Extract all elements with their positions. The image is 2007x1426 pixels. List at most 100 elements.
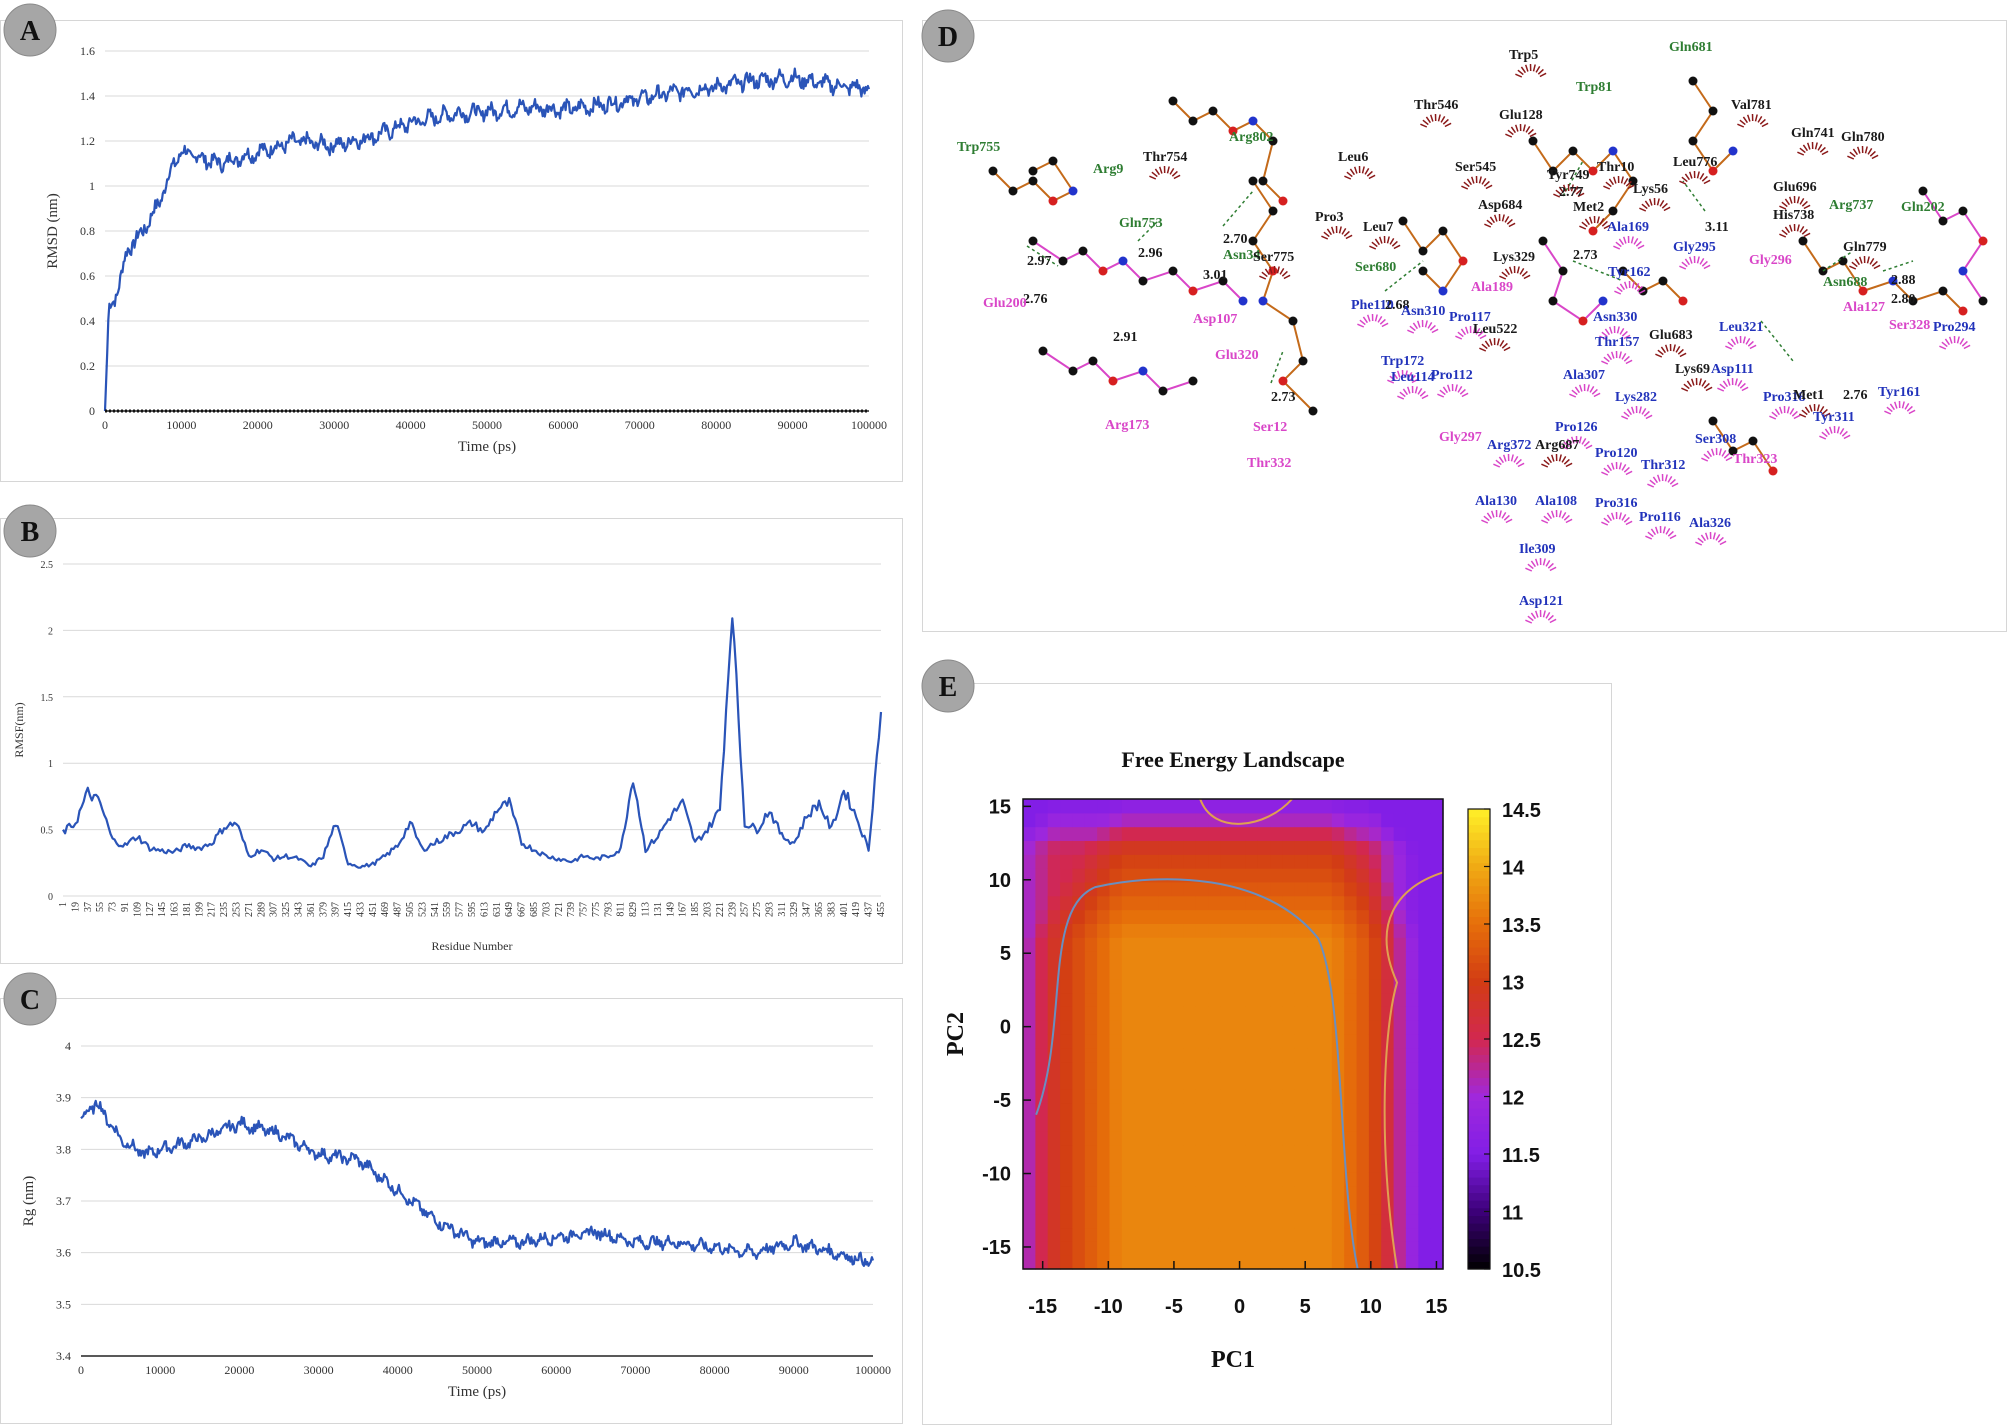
heatmap-cell <box>1405 1034 1419 1049</box>
heatmap-cell <box>1109 1103 1123 1118</box>
heatmap-cell <box>1344 1199 1358 1215</box>
hydrophobic-arc <box>1639 197 1671 212</box>
heatmap-cell <box>1097 1020 1111 1035</box>
hydrophobic-arc <box>1455 325 1487 340</box>
heatmap-cell <box>1035 992 1049 1007</box>
atom <box>1568 146 1578 156</box>
heatmap-cell <box>1393 951 1407 966</box>
heatmap-cell <box>1171 1075 1185 1090</box>
atom <box>1978 236 1988 246</box>
colorbar-segment <box>1468 1184 1490 1193</box>
heatmap-cell <box>1208 964 1222 980</box>
heatmap-cell <box>1344 1006 1358 1021</box>
heatmap-cell <box>1171 1020 1185 1035</box>
atom <box>1588 166 1598 176</box>
heatmap-cell <box>1171 978 1185 994</box>
heatmap-cell <box>1121 1047 1135 1063</box>
heatmap-cell <box>1072 1116 1086 1132</box>
heatmap-cell <box>1307 951 1321 966</box>
heatmap-cell <box>1208 1103 1222 1118</box>
x-tick-label: -10 <box>1094 1296 1123 1318</box>
heatmap-cell <box>1405 1144 1419 1159</box>
heatmap-cell <box>1257 978 1271 994</box>
heatmap-cell <box>1097 1061 1111 1076</box>
colorbar-segment <box>1468 901 1490 910</box>
colorbar-tick-label: 14.5 <box>1502 800 1541 822</box>
x-tick-label: 90000 <box>779 1363 809 1377</box>
heatmap-cell <box>1393 1213 1407 1229</box>
heatmap-cell <box>1084 1061 1098 1076</box>
heatmap-cell <box>1220 854 1234 869</box>
heatmap-cell <box>1035 826 1049 841</box>
heatmap-cell <box>1430 909 1444 924</box>
heatmap-cell <box>1208 1061 1222 1076</box>
heatmap-cell <box>1047 992 1061 1007</box>
heatmap-cell <box>1035 1255 1049 1270</box>
heatmap-cell <box>1368 854 1382 869</box>
heatmap-cell <box>1245 1130 1259 1146</box>
hbond-line <box>1572 260 1624 282</box>
x-tick-label: 80000 <box>701 418 731 432</box>
heatmap-cell <box>1060 812 1074 828</box>
heatmap-cell <box>1047 1255 1061 1270</box>
hbond-line <box>1137 220 1159 242</box>
heatmap-cell <box>1220 1116 1234 1132</box>
heatmap-cell <box>1158 909 1172 924</box>
x-tick-label: 667 <box>517 902 528 917</box>
heatmap-cell <box>1319 881 1333 897</box>
heatmap-cell <box>1072 1255 1086 1270</box>
heatmap-cell <box>1060 1186 1074 1201</box>
x-tick-label: 60000 <box>548 418 578 432</box>
y-tick-label: 0 <box>1000 1017 1011 1039</box>
heatmap-cell <box>1171 1241 1185 1256</box>
heatmap-cell <box>1331 978 1345 994</box>
heatmap-cell <box>1134 1144 1148 1159</box>
heatmap-cell <box>1121 1075 1135 1090</box>
colorbar-tick-label: 12.5 <box>1502 1030 1541 1052</box>
atom <box>1008 186 1018 196</box>
heatmap-cell <box>1368 1227 1382 1242</box>
atom <box>1168 96 1178 106</box>
heatmap-cell <box>1208 1213 1222 1229</box>
heatmap-cell <box>1158 1255 1172 1270</box>
heatmap-cell <box>1282 1227 1296 1242</box>
heatmap-cell <box>1109 1144 1123 1159</box>
atom <box>1118 256 1128 266</box>
heatmap-cell <box>1146 923 1160 938</box>
heatmap-cell <box>1183 1199 1197 1215</box>
heatmap-cell <box>1270 1213 1284 1229</box>
heatmap-cell <box>1430 1089 1444 1104</box>
heatmap-cell <box>1195 1075 1209 1090</box>
heatmap-cell <box>1233 1241 1246 1256</box>
heatmap-cell <box>1257 923 1271 938</box>
heatmap-cell <box>1430 1034 1444 1049</box>
heatmap-cell <box>1109 1089 1123 1104</box>
heatmap-cell <box>1084 1186 1098 1201</box>
x-tick-label: 149 <box>665 902 676 917</box>
heatmap-cell <box>1405 1075 1419 1090</box>
heatmap-cell <box>1097 1213 1111 1229</box>
hydrophobic-arc <box>1369 235 1401 250</box>
heatmap-cell <box>1331 909 1345 924</box>
heatmap-cell <box>1368 951 1382 966</box>
heatmap-cell <box>1418 992 1432 1007</box>
bond-path <box>1922 190 1985 302</box>
heatmap-cell <box>1208 1186 1222 1201</box>
heatmap-cell <box>1270 1075 1284 1090</box>
heatmap-cell <box>1245 1199 1259 1215</box>
heatmap-cell <box>1121 1255 1135 1270</box>
heatmap-cell <box>1158 840 1172 855</box>
x-tick-label: 361 <box>306 902 317 917</box>
hydrophobic-arc <box>1884 400 1916 415</box>
heatmap-cell <box>1158 799 1172 814</box>
heatmap-cell <box>1195 1089 1209 1104</box>
x-tick-label: 311 <box>777 902 788 917</box>
heatmap-cell <box>1158 1199 1172 1215</box>
colorbar-segment <box>1468 1131 1490 1140</box>
heatmap-cell <box>1331 923 1345 938</box>
heatmap-cell <box>1319 1103 1333 1118</box>
residue-label: Gly297 <box>1439 430 1482 445</box>
x-tick-label: 15 <box>1425 1296 1447 1318</box>
hydrophobic-arc <box>1569 383 1601 398</box>
heatmap-cell <box>1060 1006 1074 1021</box>
